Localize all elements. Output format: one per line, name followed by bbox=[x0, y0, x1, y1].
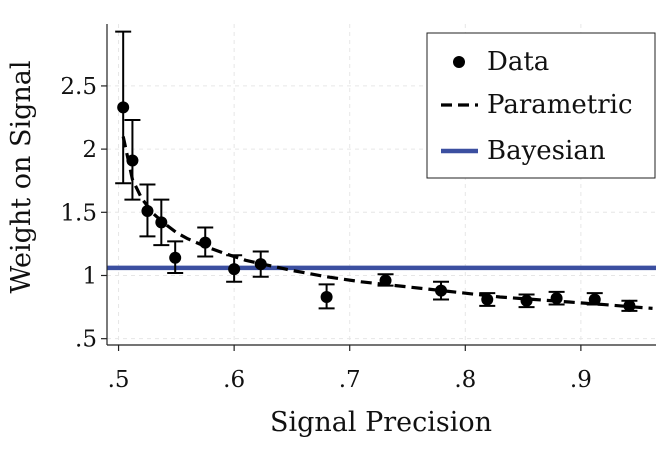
data-point-2 bbox=[141, 205, 154, 218]
y-tick-label-0: .5 bbox=[75, 327, 97, 353]
data-point-group-2 bbox=[139, 183, 156, 238]
data-point-group-14 bbox=[586, 292, 603, 306]
data-point-5 bbox=[199, 236, 212, 249]
x-tick-label-4: .9 bbox=[570, 367, 592, 393]
data-point-group-1 bbox=[124, 119, 141, 201]
data-point-7 bbox=[254, 258, 267, 271]
x-axis-label: Signal Precision bbox=[270, 407, 492, 438]
data-point-group-9 bbox=[377, 273, 394, 287]
data-point-group-4 bbox=[167, 240, 184, 274]
data-point-group-11 bbox=[479, 292, 496, 307]
data-point-12 bbox=[520, 294, 533, 307]
y-tick-label-3: 2 bbox=[82, 137, 97, 163]
data-point-group-10 bbox=[433, 280, 450, 301]
y-tick-label-2: 1.5 bbox=[60, 200, 97, 226]
legend-label-parametric: Parametric bbox=[487, 90, 633, 120]
data-point-15 bbox=[623, 299, 636, 312]
data-point-group-12 bbox=[518, 293, 535, 309]
grid-lines bbox=[107, 24, 656, 345]
data-point-4 bbox=[169, 251, 182, 264]
data-point-11 bbox=[481, 293, 494, 306]
data-point-10 bbox=[435, 284, 448, 297]
data-point-group-5 bbox=[197, 226, 214, 258]
y-tick-label-4: 2.5 bbox=[60, 74, 97, 100]
x-tick-label-2: .7 bbox=[339, 367, 361, 393]
axes bbox=[106, 24, 656, 346]
data-point-13 bbox=[550, 292, 563, 305]
y-tick-label-1: 1 bbox=[82, 263, 97, 289]
data-point-group-8 bbox=[318, 283, 335, 310]
data-point-group-7 bbox=[252, 250, 269, 278]
x-tick-label-3: .8 bbox=[454, 367, 476, 393]
data-point-8 bbox=[320, 290, 333, 303]
x-tick-label-0: .5 bbox=[108, 367, 130, 393]
data-point-1 bbox=[126, 154, 139, 167]
data-point-group-0 bbox=[115, 30, 132, 185]
x-tick-label-1: .6 bbox=[223, 367, 245, 393]
y-axis-ticks: .5 1 1.5 2 2.5 bbox=[60, 74, 107, 353]
y-axis-label: Weight on Signal bbox=[6, 60, 37, 293]
data-point-0 bbox=[117, 101, 130, 114]
data-point-group-13 bbox=[548, 290, 565, 306]
legend-marker-data bbox=[453, 56, 465, 68]
data-point-3 bbox=[155, 216, 168, 229]
legend-label-bayesian: Bayesian bbox=[487, 136, 606, 166]
data-point-group-15 bbox=[621, 299, 638, 312]
data-point-9 bbox=[379, 274, 392, 287]
legend-label-data: Data bbox=[487, 47, 549, 77]
data-point-group-3 bbox=[153, 198, 170, 247]
x-axis-ticks: .5 .6 .7 .8 .9 bbox=[108, 345, 592, 393]
data-series bbox=[115, 30, 638, 312]
legend: Data Parametric Bayesian bbox=[426, 32, 656, 179]
data-point-14 bbox=[588, 293, 601, 306]
data-point-6 bbox=[228, 263, 241, 276]
data-point-group-6 bbox=[226, 254, 243, 283]
